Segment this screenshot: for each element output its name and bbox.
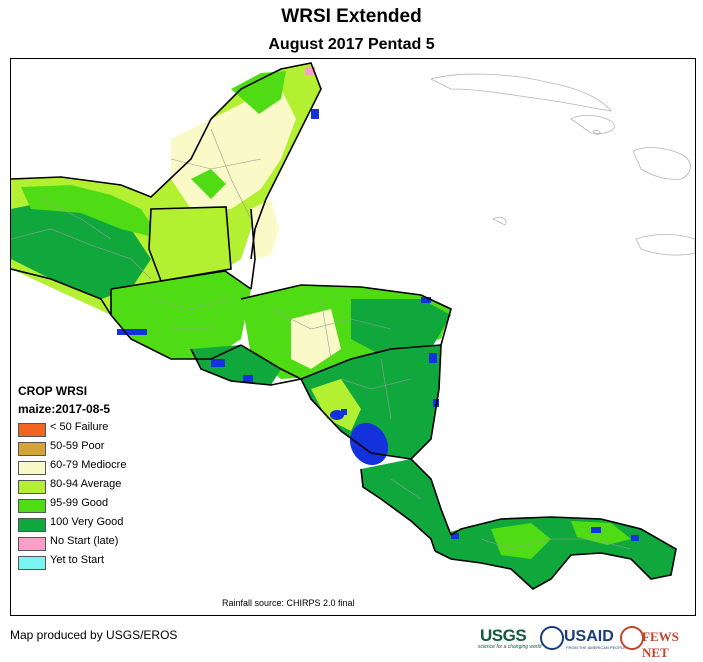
legend-swatch [18, 423, 46, 437]
usaid-seal-icon [540, 626, 564, 650]
legend-label: 60-79 Mediocre [50, 459, 127, 471]
legend-item-good: 95-99 Good [18, 496, 110, 515]
legend-subtitle: maize:2017-08-5 [18, 402, 111, 416]
legend-swatch [18, 556, 46, 570]
legend-label: Yet to Start [50, 554, 105, 566]
legend-label: 100 Very Good [50, 516, 124, 528]
legend-item-mediocre: 60-79 Mediocre [18, 458, 126, 477]
country-borders [11, 62, 677, 590]
map-title: WRSI Extended [281, 6, 422, 27]
region-costa-rica [361, 459, 451, 539]
legend: CROP WRSI maize:2017-08-5 < 50 Failure 5… [18, 382, 126, 572]
legend-swatch [18, 537, 46, 551]
legend-item-no-start: No Start (late) [18, 534, 118, 553]
legend-swatch [18, 518, 46, 532]
usaid-tagline: FROM THE AMERICAN PEOPLE [566, 645, 626, 650]
fewsnet-logo: FEWS NET [642, 629, 679, 660]
fewsnet-globe-icon [620, 626, 644, 650]
legend-item-very-good: 100 Very Good [18, 515, 123, 534]
nicaragua-average [311, 379, 361, 431]
usgs-tagline: science for a changing world [478, 644, 542, 650]
mexico-good [21, 185, 161, 239]
usaid-logo: USAID [564, 628, 614, 645]
map-credit: Map produced by USGS/EROS [10, 628, 178, 642]
legend-label: 95-99 Good [50, 497, 109, 509]
map-frame [10, 58, 696, 616]
region-guatemala [111, 271, 251, 359]
region-nicaragua [301, 345, 441, 459]
lake-managua [330, 410, 344, 420]
yucatan-green-patches [191, 71, 286, 199]
belize [251, 199, 279, 259]
legend-swatch [18, 461, 46, 475]
region-el-salvador [191, 345, 281, 385]
guatemala-north [149, 207, 231, 281]
map-subtitle: August 2017 Pentad 5 [268, 36, 435, 53]
legend-swatch [18, 499, 46, 513]
rainfall-source: Rainfall source: CHIRPS 2.0 final [222, 598, 355, 608]
legend-item-failure: < 50 Failure [18, 420, 110, 439]
legend-label: No Start (late) [50, 535, 119, 547]
legend-title: CROP WRSI [18, 384, 88, 398]
no-start-patches [305, 67, 315, 75]
legend-item-yet-to-start: Yet to Start [18, 553, 110, 572]
admin-boundaries [11, 128, 632, 550]
legend-label: 80-94 Average [50, 478, 122, 490]
logo-strip: USGS science for a changing world USAID … [470, 624, 694, 660]
caribbean-islands [429, 73, 695, 256]
legend-swatch [18, 480, 46, 494]
wrsi-map [11, 62, 695, 590]
honduras-mediocre [291, 309, 341, 369]
legend-label: 50-59 Poor [50, 440, 105, 452]
honduras-verygood [351, 299, 451, 355]
legend-item-average: 80-94 Average [18, 477, 121, 496]
usgs-logo: USGS [480, 626, 527, 645]
legend-swatch [18, 442, 46, 456]
legend-item-poor: 50-59 Poor [18, 439, 110, 458]
legend-label: < 50 Failure [50, 421, 109, 433]
